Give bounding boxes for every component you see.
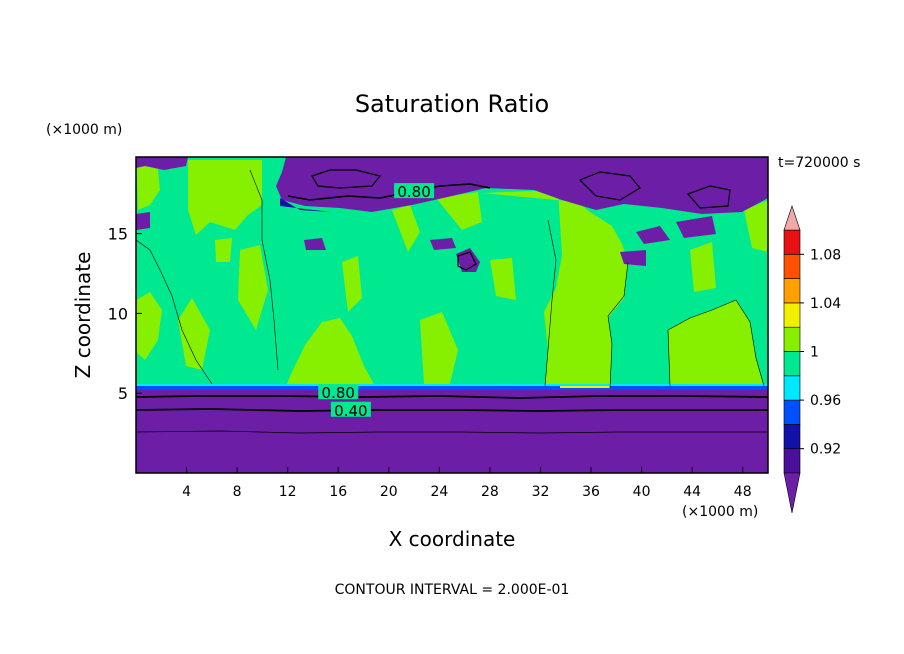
x-tick-label: 36 <box>582 484 600 500</box>
colorbar: 0.92 0.96 1 1.04 1.08 <box>783 205 841 514</box>
x-tick-label: 16 <box>329 484 347 500</box>
field-patch-high <box>436 192 482 230</box>
x-tick-label: 20 <box>380 484 398 500</box>
colorbar-swatch <box>783 254 801 279</box>
x-tick-label: 44 <box>683 484 701 500</box>
contour-line <box>667 299 765 387</box>
contour-label: 0.80 <box>322 384 355 402</box>
field-patch-high <box>136 160 160 210</box>
contour-labels: 0.800.800.40 <box>318 183 435 420</box>
field-transition-band <box>136 386 768 390</box>
y-tick-label: 5 <box>118 384 128 403</box>
field-patch-high <box>178 298 210 370</box>
x-axis: 4 8 12 16 20 24 28 32 36 40 44 48 <box>182 467 752 500</box>
colorbar-swatch <box>783 326 801 352</box>
field-thin-band <box>560 386 610 388</box>
field-patch-high <box>490 258 516 300</box>
colorbar-label: 1.04 <box>810 296 841 312</box>
x-unit-label: (×1000 m) <box>682 504 758 520</box>
contour-label-background <box>394 183 435 199</box>
field-dry-spot <box>620 250 646 266</box>
colorbar-swatch <box>783 448 801 474</box>
x-tick-label: 40 <box>633 484 651 500</box>
colorbar-swatch <box>783 424 801 449</box>
y-axis-label: Z coordinate <box>71 252 95 379</box>
x-axis-label: X coordinate <box>389 527 516 551</box>
x-tick-label: 32 <box>532 484 550 500</box>
field-dry-upper <box>276 157 768 214</box>
contour-line <box>578 171 641 201</box>
x-tick-label: 24 <box>430 484 448 500</box>
field-dry-spot <box>676 216 716 238</box>
contour-interval-note: CONTOUR INTERVAL = 2.000E-01 <box>335 582 570 598</box>
saturation-field <box>136 157 768 473</box>
colorbar-swatch <box>783 278 801 304</box>
field-dry-upper <box>280 198 330 212</box>
colorbar-swatch <box>783 375 801 401</box>
contour-lines <box>136 169 768 434</box>
colorbar-label: 1.08 <box>810 247 841 263</box>
contour-line <box>686 185 731 209</box>
colorbar-over-arrow <box>783 205 801 231</box>
x-tick-label: 28 <box>481 484 499 500</box>
field-dry-spot <box>430 238 456 250</box>
field-patch-high <box>215 238 232 262</box>
x-tick-label: 4 <box>182 484 191 500</box>
field-transition-band <box>136 384 768 386</box>
contour-label-background <box>330 401 371 417</box>
x-tick-label: 48 <box>734 484 752 500</box>
field-patch-high <box>285 318 376 388</box>
field-patch-high <box>342 256 362 312</box>
y-unit-label: (×1000 m) <box>46 122 122 138</box>
contour-label: 0.40 <box>334 402 367 420</box>
y-axis: 5 10 15 <box>108 225 142 403</box>
chart-title: Saturation Ratio <box>355 90 549 118</box>
y-tick-label: 15 <box>108 225 128 244</box>
contour-line <box>136 239 213 385</box>
contour-line <box>544 219 557 387</box>
field-patch-high <box>136 292 162 360</box>
colorbar-label: 0.96 <box>810 393 841 409</box>
field-patch-high <box>668 300 764 388</box>
plot-frame <box>135 156 769 474</box>
contour-line <box>136 408 768 412</box>
colorbar-swatch <box>783 302 801 328</box>
colorbar-label: 0.92 <box>810 442 841 458</box>
contour-label-background <box>318 384 359 400</box>
field-dry-spot <box>636 226 670 244</box>
field-patch-high <box>744 200 768 252</box>
field-patch-high <box>188 160 262 235</box>
contour-line <box>136 430 768 434</box>
field-dry-spot <box>136 212 150 230</box>
time-label: t=720000 s <box>778 155 860 171</box>
field-patch-high <box>690 242 716 292</box>
field-patch-high <box>482 190 628 388</box>
contour-line <box>136 395 768 399</box>
x-tick-label: 12 <box>279 484 297 500</box>
y-tick-label: 10 <box>108 304 128 323</box>
field-patch-high <box>420 312 458 384</box>
colorbar-swatch <box>783 229 801 255</box>
contour-line <box>311 169 382 189</box>
field-dry-upper <box>136 157 188 170</box>
contour-line <box>607 261 629 389</box>
field-dry-spot <box>456 248 480 272</box>
colorbar-swatch <box>783 351 801 377</box>
x-tick-label: 8 <box>233 484 242 500</box>
colorbar-label: 1 <box>810 345 819 361</box>
contour-line <box>457 251 477 271</box>
colorbar-swatch <box>783 399 801 425</box>
contour-line <box>249 169 279 371</box>
colorbar-under-arrow <box>783 472 801 514</box>
field-patch-high <box>392 205 420 252</box>
contour-label: 0.80 <box>397 183 430 201</box>
field-patch-high <box>238 245 268 330</box>
field-dry-spot <box>304 238 326 250</box>
